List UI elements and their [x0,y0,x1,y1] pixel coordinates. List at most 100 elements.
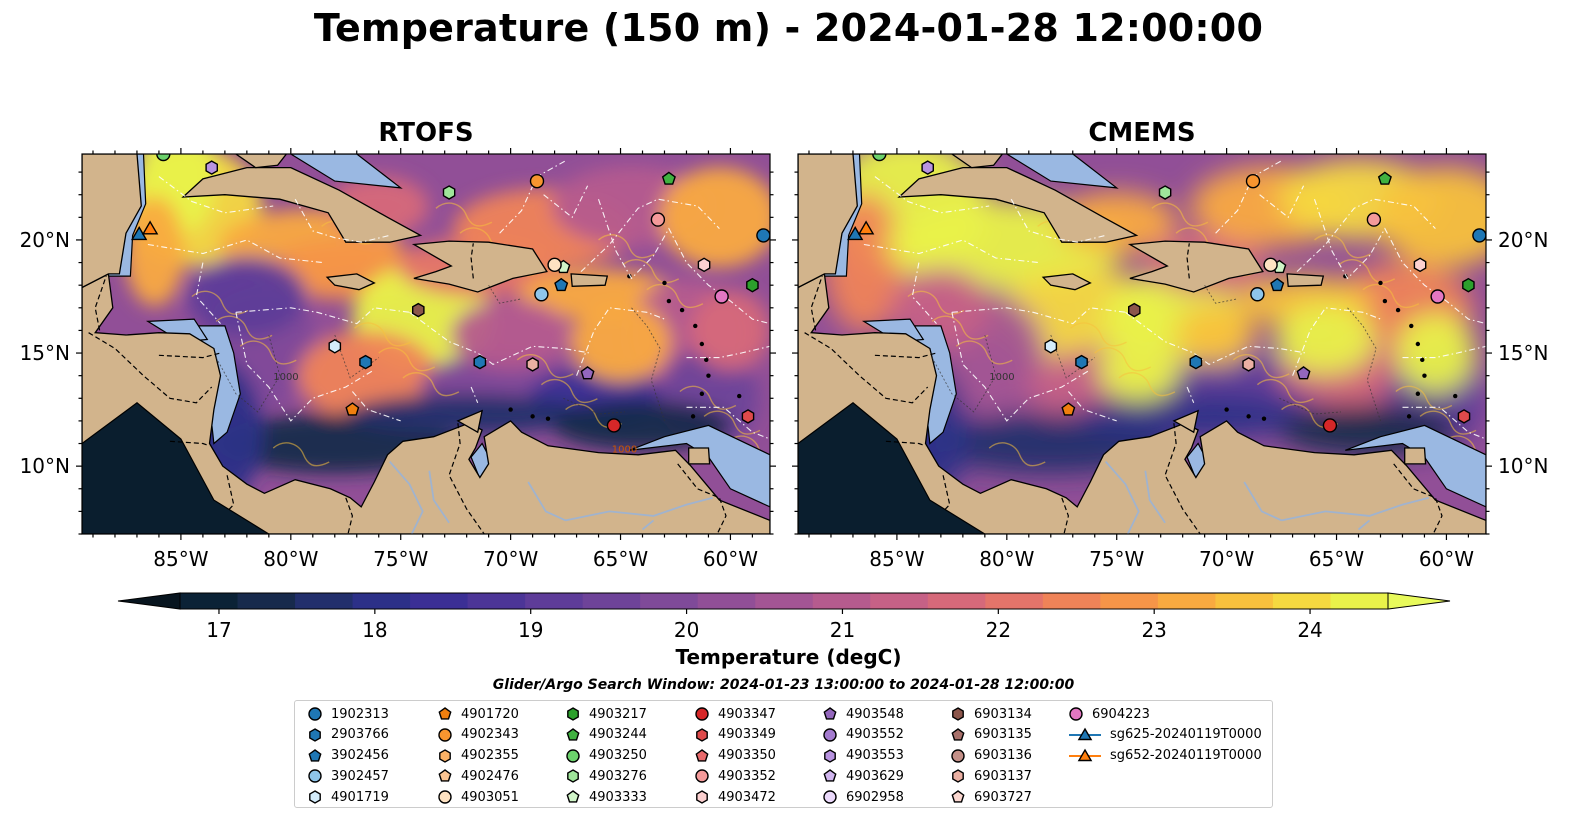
colorbar-segment [237,593,296,609]
legend-item: 4903349 [694,725,776,745]
marker-4903051 [547,257,562,273]
legend-marker-icon [823,707,837,720]
marker-3902457 [534,287,549,302]
marker-2903766 [359,354,372,370]
legend-marker-icon [952,769,964,784]
colorbar-tick-label: 21 [830,618,855,642]
colorbar-segment [410,593,469,609]
legend-item: 4903347 [694,704,776,724]
rivers-0 [389,461,714,534]
legend-pentagon-icon [438,707,452,720]
colorbar: 17 18 19 20 21 22 23 24 [117,592,1451,642]
legend-circle-icon [695,769,709,784]
marker-4903217 [1462,277,1475,293]
colorbar-tick-label: 23 [1141,618,1166,642]
marker-2903766 [1075,354,1088,370]
colorbar-segment [640,593,699,609]
legend-marker-icon [1069,707,1083,721]
colorbar-segment [1157,593,1216,609]
colorbar-label: Temperature (degC) [675,645,902,669]
legend-label: 4903552 [846,727,904,743]
marker-4903548 [580,366,595,380]
legend-circle-icon [823,790,837,804]
legend-pentagon-icon [308,748,322,762]
legend-label: 1902313 [331,706,389,722]
eez-boundaries-1 [863,160,1486,440]
legend-label: 4903333 [589,789,647,805]
legend-label: 4903349 [718,727,776,743]
y-tick-label: 20°N [1498,228,1548,252]
legend-item: 4903548 [822,704,904,724]
marker-1902313 [1472,228,1486,243]
x-tick-label: 65°W [1309,547,1364,571]
legend-circle-icon [308,769,322,784]
legend-item: 4903553 [822,746,904,766]
legend-pentagon-icon [823,707,837,720]
legend-circle-icon [308,707,322,721]
marker-4903244 [1377,171,1392,185]
legend-hexagon-icon [952,769,964,784]
legend-circle-icon [1069,707,1083,721]
legend-item: 6903137 [950,766,1032,786]
legend-label: 4903352 [718,768,776,784]
legend-label: 4902476 [461,768,519,784]
legend-marker-icon [308,748,322,762]
legend-label: 4903629 [846,768,904,784]
marker-3902456 [1270,277,1285,292]
marker-4902343 [1245,173,1261,189]
legend-label: 4901720 [461,706,519,722]
legend-marker-icon [952,707,964,721]
marker-4903349 [741,409,755,424]
colorbar-segment [697,593,756,609]
legend-marker-icon [823,728,837,742]
legend-triangle-icon [1077,748,1093,761]
contour-label: 1000 [612,445,637,456]
legend-marker-icon [309,727,321,742]
legend-item: 4903051 [437,787,519,807]
x-tick-label: 75°W [373,547,428,571]
x-tick-label: 80°W [263,547,318,571]
colorbar-segment [985,593,1044,609]
legend-pentagon-icon [438,769,452,782]
legend-circle-icon [438,790,452,804]
marker-4903276 [442,185,456,200]
legend-item: 4902355 [437,746,519,766]
panel-title-rtofs: RTOFS [378,118,474,148]
rivers-1 [1105,461,1430,534]
marker-4901719 [1044,338,1058,354]
colorbar-segment [1330,593,1389,609]
legend-marker-icon [696,727,708,742]
marker-6903137 [526,357,539,372]
legend-hexagon-icon [567,707,579,721]
legend-label: 6903137 [974,768,1032,784]
colorbar-segment [927,593,986,609]
marker-4903276 [1158,185,1172,200]
marker-6903137 [1242,357,1255,372]
legend-triangle-icon [1077,727,1093,740]
legend-hexagon-icon [309,727,321,742]
legend-item: 4903244 [565,725,647,745]
legend-item: 4903250 [565,746,647,766]
marker-4901719 [328,338,342,354]
legend-pentagon-icon [951,790,965,803]
land-jamaica [325,273,376,291]
marker-2903766 [1189,354,1203,370]
legend-marker-icon [1069,727,1101,740]
map-cmems[interactable]: 1000 85°W 80°W 75°W 70°W 65°W 60°W 20°N 15°N 10°N [792,148,1548,571]
legend-marker-icon [566,727,580,741]
legend-item: 3902456 [307,746,389,766]
marker-3902457 [1250,287,1265,302]
colorbar-segment [467,593,526,609]
legend-label: 4902343 [461,727,519,743]
map-rtofs[interactable]: 1000 1000 85°W 80°W 75°W 70°W 65°W 60°W 20°N 15°N… [20,148,776,571]
legend-label: 4903548 [846,706,904,722]
legend: 1902313 2903766 3902456 3902457 4901719 49017… [294,700,1273,808]
marker-4903472 [1413,257,1427,273]
land-yucatan [82,154,142,289]
legend-label: 4903250 [589,748,647,764]
legend-item: 6903135 [950,725,1032,745]
land-trinidad [1404,447,1427,465]
legend-marker-icon [566,748,580,763]
legend-marker-icon [823,769,837,782]
legend-marker-icon [567,707,579,721]
